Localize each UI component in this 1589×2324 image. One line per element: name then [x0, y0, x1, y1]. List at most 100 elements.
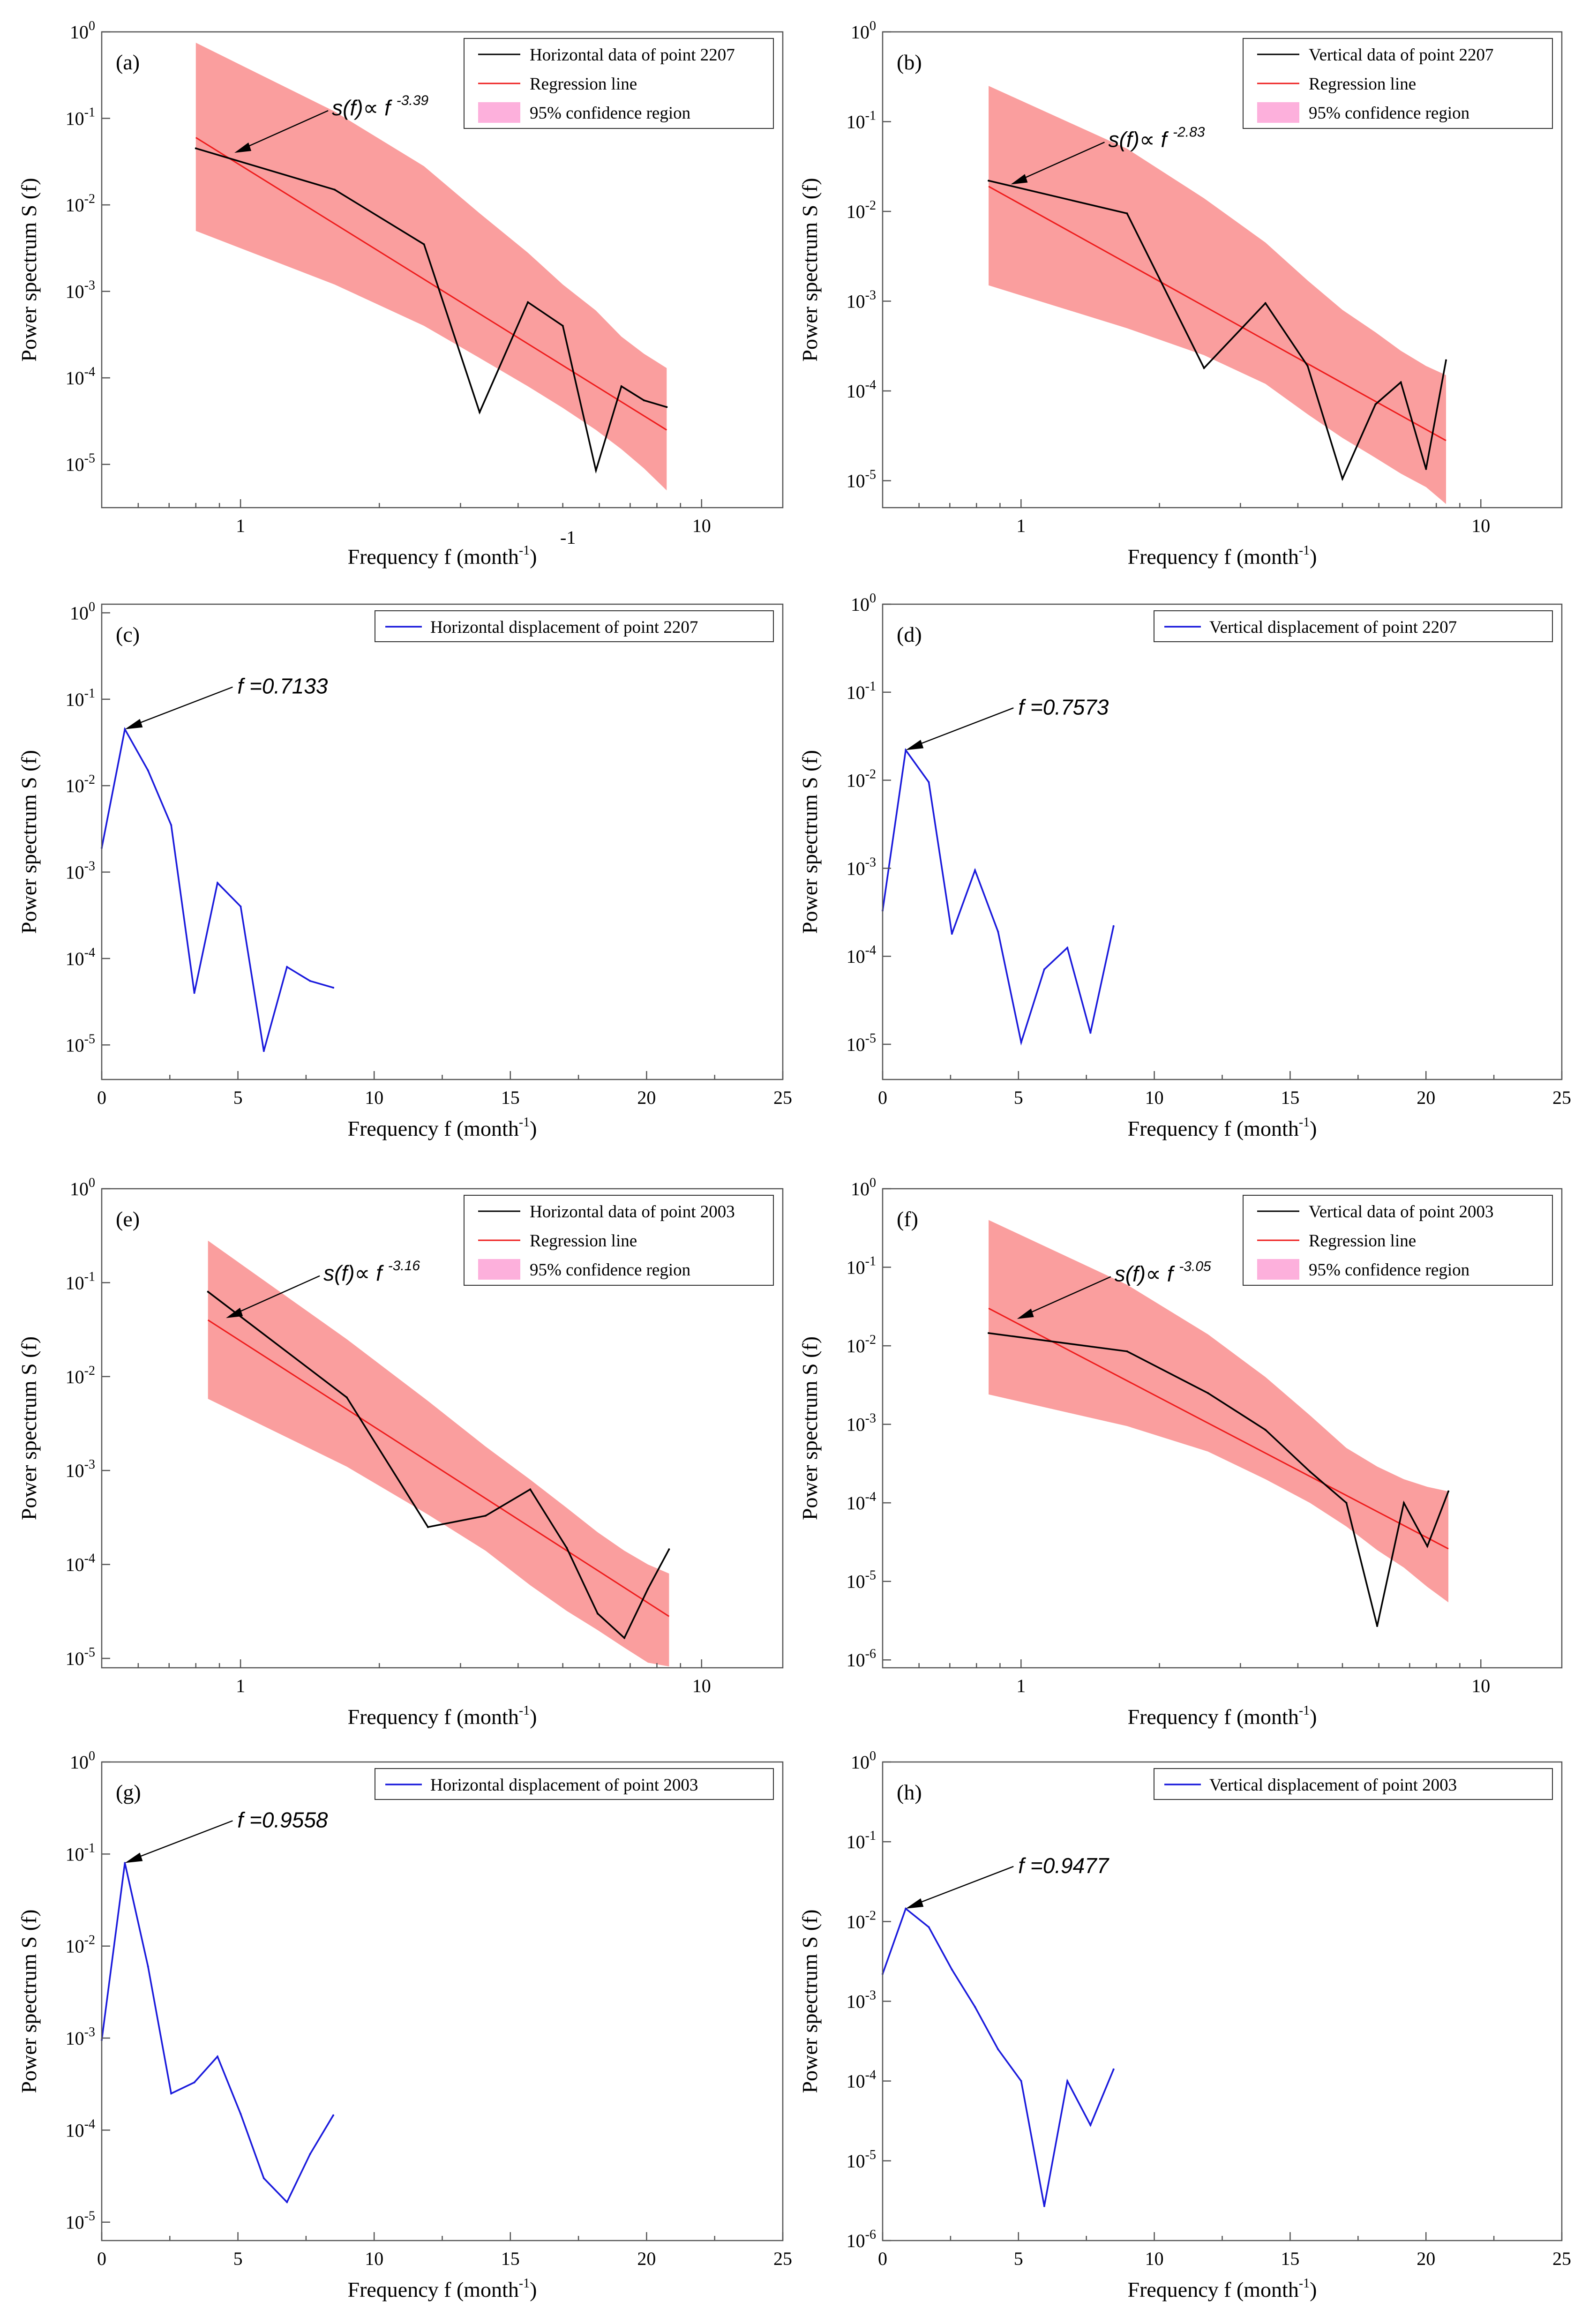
- x-tick-label: 25: [1552, 1087, 1571, 1108]
- x-tick-label: 10: [1471, 1675, 1490, 1696]
- y-tick-label: 10-2: [66, 772, 95, 796]
- arrow-head: [1017, 1308, 1034, 1319]
- arrow-head: [226, 1307, 243, 1318]
- data-point: [1020, 1041, 1022, 1043]
- y-tick-label: 10-3: [66, 2025, 95, 2049]
- y-tick-label: 10-1: [847, 679, 876, 703]
- data-point: [170, 824, 172, 826]
- x-tick-label: 15: [501, 1087, 520, 1108]
- legend-label: 95% confidence region: [1309, 1260, 1469, 1280]
- legend: Horizontal displacement of point 2003: [375, 1768, 774, 1800]
- y-tick-label: 10-1: [66, 1269, 95, 1293]
- y-tick-label: 10-4: [66, 2117, 95, 2141]
- x-tick-label: 0: [878, 2248, 887, 2269]
- y-tick-label: 10-3: [847, 1988, 876, 2012]
- y-tick-label: 10-4: [847, 2068, 876, 2092]
- data-point: [1341, 478, 1343, 480]
- y-tick-label: 10-2: [847, 1908, 876, 1932]
- y-tick-label: 10-5: [66, 1032, 95, 1056]
- data-point: [333, 188, 336, 191]
- arrow-head: [906, 1898, 924, 1909]
- y-tick-label: 10-1: [66, 105, 95, 129]
- data-point: [147, 1965, 149, 1968]
- data-point: [997, 930, 999, 933]
- series-line: [195, 147, 667, 474]
- y-tick-label: 10-2: [66, 1933, 95, 1957]
- y-axis-label: Power spectrum S (f): [798, 1336, 822, 1520]
- x-axis-label: Frequency f (month-1): [1127, 2276, 1317, 2302]
- y-axis-label: Power spectrum S (f): [17, 178, 41, 361]
- panel-letter: (d): [897, 622, 922, 646]
- data-point: [484, 1514, 487, 1517]
- data-point: [1306, 365, 1309, 367]
- y-tick-label: 10-3: [66, 859, 95, 883]
- y-tick-label: 10-5: [847, 468, 876, 492]
- x-tick-label: 15: [1281, 1087, 1299, 1108]
- data-point: [240, 2113, 242, 2115]
- legend-swatch-confidence: [1257, 1259, 1299, 1280]
- data-point: [620, 385, 622, 388]
- x-tick-label: 0: [878, 1087, 887, 1108]
- panel-letter: (e): [116, 1207, 140, 1231]
- legend-box: [375, 1768, 774, 1800]
- y-tick-label: 100: [70, 19, 95, 43]
- data-point: [332, 987, 335, 989]
- y-tick-label: 10-5: [66, 2209, 95, 2233]
- x-tick-label: 25: [773, 1087, 792, 1108]
- chart-panel-d: 10-5 10-4 10-3 10-2 10-1 100 0 5 10 15 20 25 Frequen…: [798, 591, 1571, 1140]
- annotation: s(f)∝ f -3.05: [1017, 1259, 1211, 1319]
- y-tick-label: 10-4: [847, 1490, 876, 1514]
- data-point: [309, 2153, 311, 2155]
- legend: Horizontal data of point 2207 Regression …: [464, 38, 774, 129]
- data-point: [332, 2114, 335, 2116]
- y-tick-label: 100: [851, 19, 876, 43]
- data-point: [666, 406, 668, 408]
- annotation: f =0.7133: [125, 674, 328, 729]
- stray-axis-label: -1: [560, 527, 576, 548]
- y-tick-label: 10-3: [66, 1457, 95, 1481]
- x-tick-label: 25: [1552, 2248, 1571, 2269]
- regression-line: [207, 1319, 670, 1617]
- x-tick-label: 5: [233, 1087, 243, 1108]
- data-point: [240, 905, 242, 907]
- data-point: [928, 781, 930, 783]
- annotation-arrow: [1016, 142, 1105, 182]
- x-axis-label: Frequency f (month-1): [347, 1703, 537, 1729]
- annotation: s(f)∝ f -3.39: [234, 93, 428, 153]
- data-point: [1066, 946, 1069, 949]
- data-point: [1264, 302, 1267, 304]
- series-line: [988, 180, 1447, 481]
- x-tick-label: 10: [365, 1087, 383, 1108]
- legend: Vertical data of point 2207 Regression li…: [1243, 38, 1553, 129]
- y-tick-label: 10-4: [847, 378, 876, 402]
- annotation-arrow: [911, 1866, 1014, 1907]
- arrow-head: [125, 719, 143, 729]
- annotation: s(f)∝ f -2.83: [1011, 124, 1205, 185]
- y-tick-label: 100: [851, 1176, 876, 1199]
- data-point: [1264, 1429, 1267, 1431]
- annotation: f =0.9477: [906, 1853, 1109, 1909]
- x-tick-label: 1: [1016, 1675, 1026, 1696]
- chart-panel-c: 10-5 10-4 10-3 10-2 10-1 100 0 5 10 15 20 25 Frequen…: [17, 600, 792, 1140]
- data-point: [1309, 1470, 1311, 1473]
- y-tick-label: 10-2: [66, 1364, 95, 1387]
- annotation-arrow: [240, 110, 329, 151]
- data-point: [170, 2092, 172, 2095]
- plot-frame: [882, 31, 1563, 509]
- data-point: [147, 769, 149, 772]
- data-point: [193, 992, 195, 994]
- series-line: [101, 727, 334, 1051]
- y-tick-label: 10-1: [66, 1841, 95, 1865]
- x-tick-label: 5: [1014, 2248, 1023, 2269]
- y-tick-label: 10-4: [66, 945, 95, 969]
- annotation-text: f =0.9477: [1018, 1853, 1109, 1878]
- data-point: [529, 1488, 532, 1491]
- legend-label: Horizontal data of point 2207: [530, 45, 735, 65]
- annotation-text: s(f)∝ f -3.05: [1115, 1259, 1211, 1286]
- data-point: [1426, 1545, 1429, 1547]
- data-point: [286, 966, 288, 968]
- y-tick-label: 100: [70, 1176, 95, 1199]
- y-tick-label: 10-6: [847, 2227, 876, 2251]
- legend-label: Vertical displacement of point 2003: [1209, 1776, 1457, 1795]
- regression-line: [988, 186, 1447, 442]
